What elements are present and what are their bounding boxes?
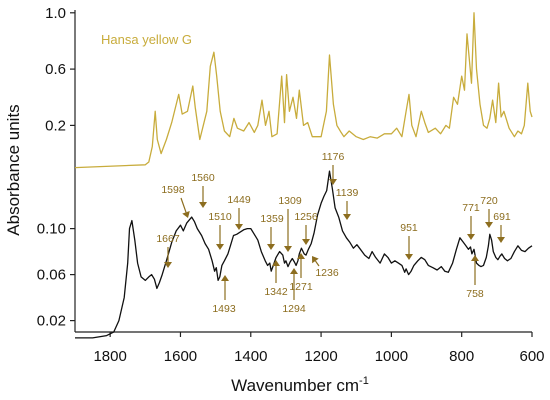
peak-label: 691 (493, 211, 511, 223)
peak-label: 1271 (289, 281, 313, 293)
peak-annotation: 1510 (208, 211, 232, 250)
peak-label: 1236 (315, 267, 339, 279)
peak-label: 1598 (161, 184, 185, 196)
peak-arrow-head (164, 262, 172, 268)
peak-arrow-head (405, 254, 413, 260)
peak-annotation: 1271 (289, 253, 313, 293)
peak-annotation: 1256 (294, 211, 318, 245)
peak-label: 1176 (322, 151, 345, 163)
peak-arrow-head (284, 246, 292, 252)
x-tick-label: 1200 (304, 348, 337, 365)
peak-arrow-head (182, 211, 190, 218)
peak-annotation: 1176 (322, 151, 345, 185)
peak-arrow-shaft (314, 260, 320, 267)
peak-annotation: 1493 (212, 275, 236, 315)
peak-arrow-head (267, 244, 275, 250)
peak-label: 771 (462, 202, 480, 214)
series-line-hansa-yellow-g (74, 12, 533, 169)
series-layer (74, 12, 533, 339)
x-tick-label: 1800 (93, 348, 126, 365)
peak-annotation: 1598 (161, 184, 190, 218)
peak-arrow-head (329, 179, 337, 185)
peak-annotation: 951 (400, 222, 418, 260)
y-tick-label: 1.0 (45, 5, 66, 22)
peak-arrow-head (343, 214, 351, 220)
peak-arrow-head (221, 275, 229, 281)
x-axis-label: Wavenumber cm-1 (231, 375, 369, 395)
legend-label: Hansa yellow G (101, 32, 192, 47)
peak-arrow-head (199, 202, 207, 208)
peak-label: 758 (466, 288, 484, 300)
peak-annotation: 758 (466, 255, 484, 300)
y-tick-label: 0.02 (37, 313, 66, 330)
peak-annotation: 1236 (312, 256, 339, 279)
x-tick-label: 1400 (234, 348, 267, 365)
peak-label: 1560 (191, 172, 215, 184)
peak-annotation: 1139 (336, 187, 359, 220)
x-tick-label: 1000 (375, 348, 408, 365)
series-line-sample (75, 170, 533, 339)
y-axis-ticks: 1.0 0.6 0.2 0.10 0.06 0.02 (37, 5, 75, 330)
peak-annotation: 1449 (227, 194, 251, 230)
y-tick-label: 0.2 (45, 117, 66, 134)
peak-annotation: 691 (493, 211, 511, 243)
peak-label: 1294 (282, 303, 306, 315)
y-axis-label: Absorbance units (4, 104, 23, 235)
peak-label: 720 (480, 195, 498, 207)
peak-annotation: 720 (480, 195, 498, 228)
peak-annotation: 1309 (278, 195, 302, 252)
peak-arrow-head (290, 268, 298, 274)
peak-arrow-head (272, 260, 280, 266)
peak-label: 1309 (278, 195, 302, 207)
peak-arrow-head (497, 237, 505, 243)
peak-annotation: 1294 (282, 268, 306, 315)
peak-label: 1449 (227, 194, 251, 206)
y-tick-label: 0.06 (37, 267, 66, 284)
peak-annotations: 1667 1598 1560 1510 1493 1449 1359 1342 1309 1294… (156, 151, 511, 315)
x-axis-ticks: 1800 1600 1400 1200 1000 800 600 (93, 332, 545, 365)
y-tick-label: 0.10 (37, 221, 66, 238)
y-tick-label: 0.6 (45, 61, 66, 78)
peak-label: 1139 (336, 187, 359, 199)
peak-label: 1667 (156, 233, 180, 245)
peak-label: 1256 (294, 211, 318, 223)
peak-label: 1510 (208, 211, 232, 223)
peak-arrow-head (216, 244, 224, 250)
peak-arrow-head (235, 224, 243, 230)
peak-arrow-head (297, 253, 305, 259)
peak-label: 951 (400, 222, 418, 234)
peak-arrow-shaft (180, 197, 187, 213)
x-tick-label: 1600 (164, 348, 197, 365)
peak-annotation: 1342 (264, 260, 288, 298)
x-tick-label: 800 (449, 348, 474, 365)
peak-annotation: 1667 (156, 233, 180, 268)
peak-annotation: 771 (462, 202, 480, 240)
x-axis-label-superscript: -1 (359, 375, 369, 387)
peak-arrow-head (302, 239, 310, 245)
peak-arrow-head (312, 256, 319, 264)
x-tick-label: 600 (519, 348, 544, 365)
peak-arrow-head (485, 222, 493, 228)
peak-label: 1359 (260, 213, 284, 225)
x-axis-label-text: Wavenumber cm (231, 376, 359, 395)
peak-label: 1342 (264, 286, 288, 298)
peak-label: 1493 (212, 303, 236, 315)
peak-annotation: 1359 (260, 213, 284, 250)
peak-arrow-head (467, 234, 475, 240)
peak-annotation: 1560 (191, 172, 215, 208)
peak-arrow-head (471, 255, 479, 261)
